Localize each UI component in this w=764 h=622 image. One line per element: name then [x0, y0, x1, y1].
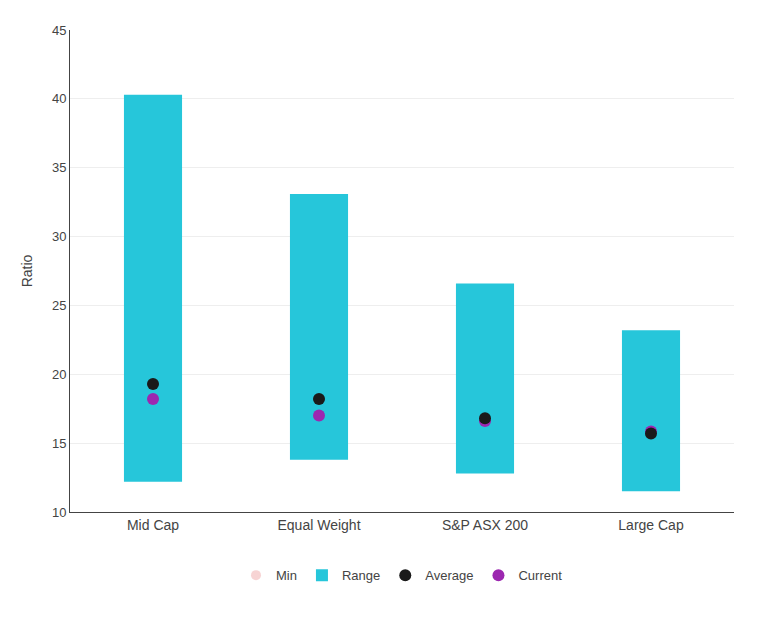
- svg-text:Equal Weight: Equal Weight: [277, 517, 360, 533]
- svg-text:10: 10: [52, 505, 66, 520]
- svg-text:Large Cap: Large Cap: [618, 517, 684, 533]
- svg-text:Mid Cap: Mid Cap: [127, 517, 179, 533]
- svg-text:Ratio: Ratio: [19, 254, 35, 287]
- svg-text:35: 35: [52, 160, 66, 175]
- svg-text:30: 30: [52, 229, 66, 244]
- svg-text:Range: Range: [342, 568, 380, 583]
- svg-text:Current: Current: [518, 568, 562, 583]
- svg-text:Average: Average: [425, 568, 473, 583]
- svg-text:20: 20: [52, 367, 66, 382]
- svg-text:15: 15: [52, 436, 66, 451]
- svg-text:25: 25: [52, 298, 66, 313]
- svg-text:Min: Min: [276, 568, 297, 583]
- svg-text:S&P ASX 200: S&P ASX 200: [442, 517, 528, 533]
- svg-text:45: 45: [52, 23, 66, 38]
- svg-text:40: 40: [52, 91, 66, 106]
